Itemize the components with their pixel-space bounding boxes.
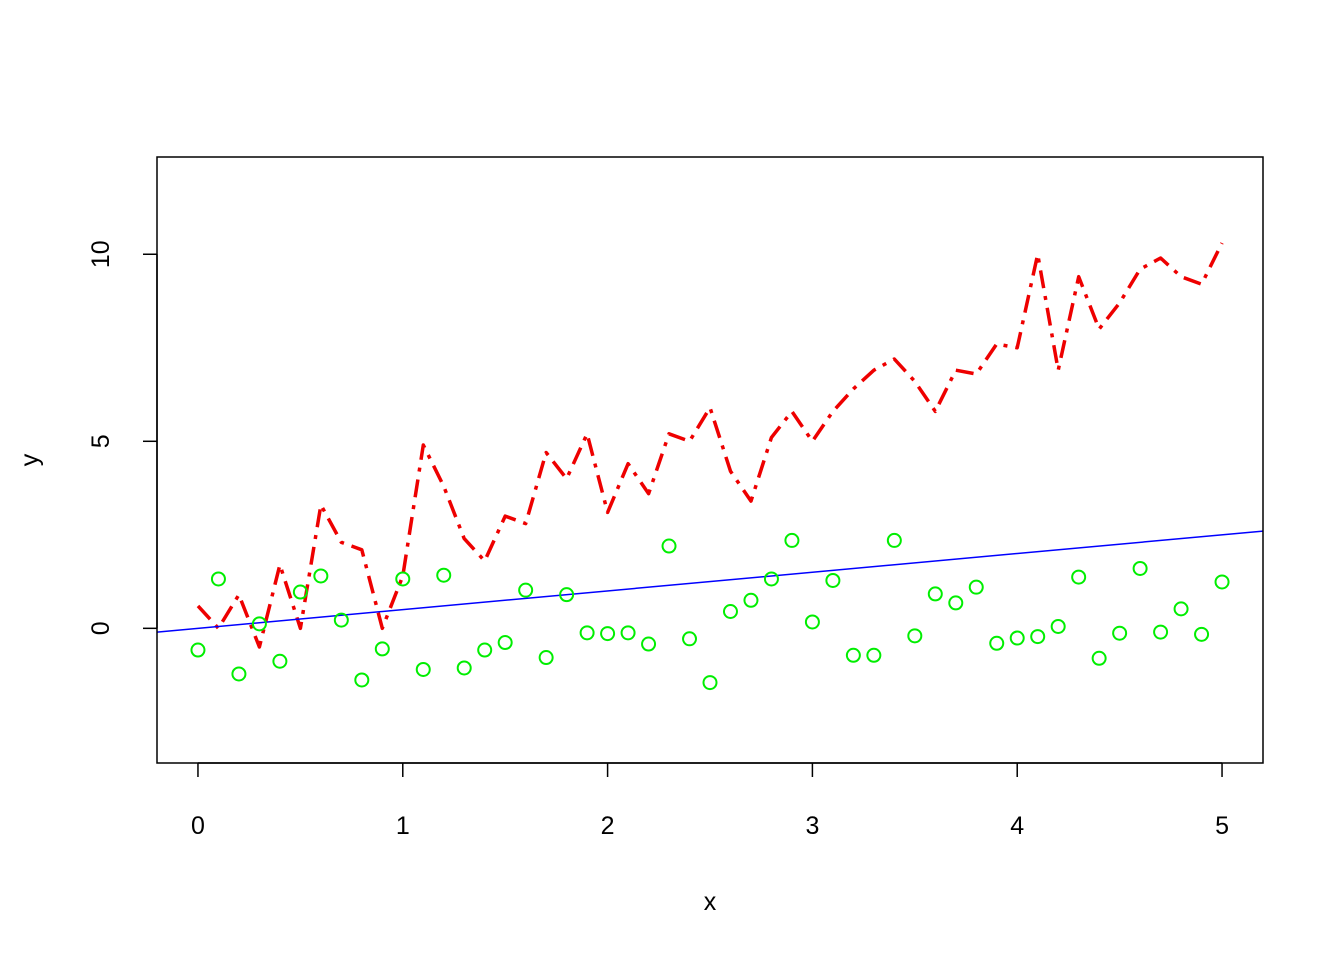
scatter-point — [272, 653, 288, 669]
scatter-point — [722, 604, 738, 619]
scatter-point — [968, 579, 984, 595]
scatter-point — [1214, 574, 1230, 590]
scatter-point — [354, 672, 370, 688]
scatter-point — [1091, 650, 1107, 666]
scatter-point — [620, 625, 636, 641]
scatter-point — [1050, 618, 1066, 634]
scatter-point — [1132, 560, 1148, 576]
x-tick-label: 0 — [191, 812, 205, 840]
x-tick-label: 3 — [805, 812, 819, 840]
scatter-point — [702, 675, 718, 691]
x-tick-label: 2 — [601, 812, 615, 840]
scatter-point — [231, 666, 247, 682]
scatter-point — [333, 612, 349, 628]
scatter-point — [866, 647, 882, 663]
scatter-point — [743, 592, 759, 608]
scatter-point — [1112, 625, 1128, 641]
y-axis: 0 5 10 — [87, 240, 158, 635]
scatter-point — [559, 587, 575, 603]
scatter-point — [600, 626, 616, 642]
scatter-point — [518, 582, 534, 598]
scatter-point — [477, 642, 493, 658]
dashdot-line-path — [196, 242, 1224, 649]
scatter-point — [784, 532, 800, 548]
scatter-point — [948, 595, 964, 611]
scatter-point — [763, 571, 779, 587]
scatter-point — [436, 567, 452, 583]
scatter-point — [641, 636, 657, 652]
fit-series-line — [157, 530, 1263, 633]
scatter-point — [210, 571, 226, 587]
scatter-point — [661, 538, 677, 554]
x-axis: 0 1 2 3 4 5 — [191, 762, 1229, 840]
scatter-point — [374, 641, 390, 657]
scatter-point — [907, 628, 923, 644]
x-axis-title: x — [704, 888, 717, 916]
plot-frame — [156, 156, 1264, 764]
scatter-point — [292, 584, 308, 600]
scatter-point — [1194, 626, 1210, 642]
y-tick-label: 10 — [87, 240, 115, 268]
scatter-point — [1030, 629, 1046, 645]
scatter-point — [1173, 601, 1189, 617]
scatter-point — [395, 571, 411, 587]
scatter-point — [415, 661, 431, 677]
scatter-point — [845, 647, 861, 663]
scatter-point — [682, 631, 698, 647]
scatter-point — [1153, 624, 1169, 640]
y-tick-label: 0 — [87, 621, 115, 635]
y-tick-label: 5 — [87, 434, 115, 448]
scatter-point — [538, 650, 554, 666]
scatter-points-group — [190, 532, 1230, 691]
scatter-point — [989, 635, 1005, 651]
scatter-point — [497, 635, 513, 651]
x-tick-label: 4 — [1010, 812, 1024, 840]
scatter-point — [1009, 630, 1025, 646]
scatter-point — [190, 642, 206, 658]
scatter-point — [927, 586, 943, 602]
fit-line-path — [157, 530, 1263, 633]
scatter-point — [804, 614, 820, 630]
scatter-point — [825, 572, 841, 588]
scatter-point — [313, 568, 329, 584]
scatter-point — [251, 616, 267, 632]
scatter-point — [456, 660, 472, 676]
scatter-point — [1071, 569, 1087, 585]
x-tick-label: 1 — [396, 812, 410, 840]
x-tick-label: 5 — [1215, 812, 1229, 840]
y-axis-title: y — [16, 453, 44, 466]
dashdot-series-line — [196, 242, 1224, 649]
scatter-point — [886, 532, 902, 548]
scatter-point — [579, 625, 595, 641]
